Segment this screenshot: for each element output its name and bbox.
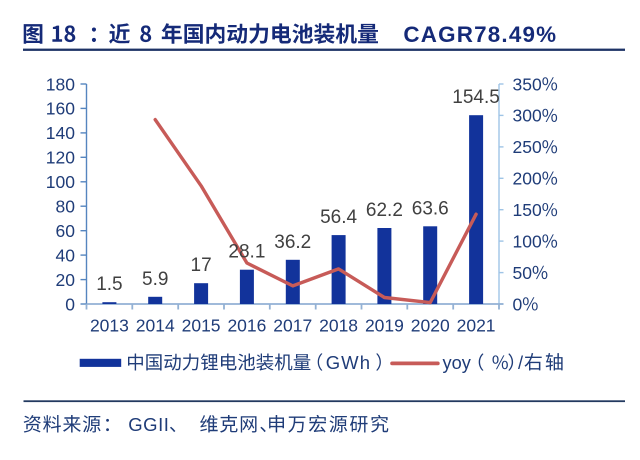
svg-text:2018: 2018 [319,316,358,336]
svg-text:5.9: 5.9 [142,269,168,290]
svg-text:200: 200 [513,169,542,189]
svg-text:17: 17 [191,255,212,276]
svg-text:350: 350 [513,74,542,94]
svg-text:140: 140 [46,123,75,143]
svg-text:60: 60 [56,221,76,241]
svg-text:2013: 2013 [90,316,129,336]
svg-text:63.6: 63.6 [412,198,449,219]
svg-text:CAGR78.49%: CAGR78.49% [403,22,557,47]
svg-text:2014: 2014 [136,316,175,336]
svg-text:250: 250 [513,137,542,157]
svg-text:2019: 2019 [365,316,404,336]
svg-text:180: 180 [46,74,75,94]
svg-text:2020: 2020 [411,316,450,336]
svg-text:28.1: 28.1 [228,242,265,263]
svg-text:/: / [518,353,524,373]
svg-text:0: 0 [513,294,523,314]
svg-text:20: 20 [56,270,76,290]
svg-text:2015: 2015 [182,316,221,336]
svg-text:100: 100 [513,231,542,251]
svg-text:GWh: GWh [326,352,371,373]
svg-text:yoy: yoy [443,353,472,373]
svg-text:50: 50 [513,263,533,283]
svg-text:300: 300 [513,106,542,126]
svg-text:2021: 2021 [457,316,496,336]
svg-text:2017: 2017 [273,316,312,336]
svg-text:62.2: 62.2 [366,200,403,221]
svg-text:40: 40 [56,245,76,265]
svg-text:0: 0 [65,294,75,314]
svg-text:150: 150 [513,200,542,220]
svg-text:2016: 2016 [227,316,266,336]
svg-text:100: 100 [46,172,75,192]
svg-text:120: 120 [46,148,75,168]
svg-text:GGII: GGII [128,414,169,435]
svg-text:154.5: 154.5 [452,87,500,108]
svg-text:1.5: 1.5 [96,274,122,295]
svg-text:56.4: 56.4 [320,207,357,228]
svg-text:36.2: 36.2 [274,232,311,253]
svg-text:160: 160 [46,99,75,119]
svg-text:80: 80 [56,197,76,217]
